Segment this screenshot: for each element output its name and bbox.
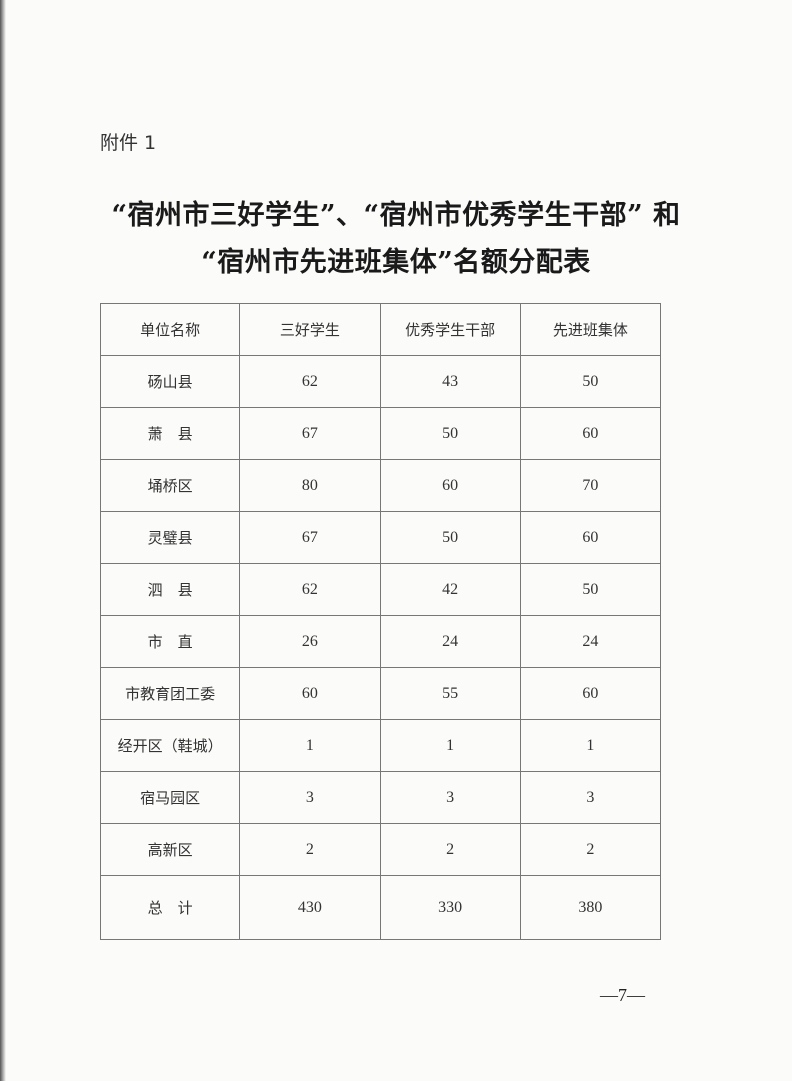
table-row: 市 直 26 24 24	[99, 615, 662, 668]
table-row: 灵璧县 67 50 60	[99, 511, 662, 564]
table-row: 市教育团工委 60 55 60	[99, 667, 662, 720]
quota-cell: 43	[379, 355, 521, 408]
table-total-row: 总 计 430 330 380	[99, 875, 662, 940]
unit-name-cell: 市 直	[99, 615, 241, 668]
quota-cell: 1	[519, 719, 662, 772]
unit-name-cell: 总 计	[99, 875, 241, 940]
header-cell: 先进班集体	[519, 303, 662, 356]
unit-name-cell: 市教育团工委	[99, 667, 241, 720]
page-number: —7—	[600, 985, 645, 1005]
table-row: 萧 县 67 50 60	[99, 407, 662, 460]
quota-cell: 60	[519, 667, 662, 720]
quota-cell: 50	[519, 355, 662, 408]
table-row: 埇桥区 80 60 70	[99, 459, 662, 512]
unit-name-cell: 经开区（鞋城）	[99, 719, 241, 772]
attachment-label: 附件 1	[100, 132, 157, 154]
quota-cell: 60	[519, 511, 662, 564]
quota-cell: 1	[239, 719, 381, 772]
quota-cell: 24	[519, 615, 662, 668]
table-header-row: 单位名称 三好学生 优秀学生干部 先进班集体	[99, 303, 662, 356]
quota-cell: 50	[379, 511, 521, 564]
unit-name-cell: 砀山县	[99, 355, 241, 408]
quota-cell: 3	[379, 771, 521, 824]
header-cell: 三好学生	[239, 303, 381, 356]
scan-edge	[0, 0, 6, 1081]
header-cell: 单位名称	[99, 303, 241, 356]
quota-cell: 3	[519, 771, 662, 824]
unit-name-cell: 高新区	[99, 823, 241, 876]
document-title-line-2: “宿州市先进班集体”名额分配表	[201, 247, 591, 278]
quota-cell: 70	[519, 459, 662, 512]
quota-cell: 2	[239, 823, 381, 876]
quota-cell: 330	[379, 875, 521, 940]
quota-cell: 67	[239, 511, 381, 564]
quota-cell: 80	[239, 459, 381, 512]
quota-cell: 1	[379, 719, 521, 772]
document-title-line-1: “宿州市三好学生”、“宿州市优秀学生干部” 和	[111, 200, 681, 231]
table-row: 宿马园区 3 3 3	[99, 771, 662, 824]
quota-cell: 430	[239, 875, 381, 940]
table-row: 经开区（鞋城） 1 1 1	[99, 719, 662, 772]
quota-table: 单位名称 三好学生 优秀学生干部 先进班集体 砀山县 62 43 50 萧 县 67 50 6…	[99, 303, 662, 940]
unit-name-cell: 萧 县	[99, 407, 241, 460]
quota-cell: 2	[519, 823, 662, 876]
unit-name-cell: 泗 县	[99, 563, 241, 616]
table-row: 泗 县 62 42 50	[99, 563, 662, 616]
quota-cell: 24	[379, 615, 521, 668]
unit-name-cell: 埇桥区	[99, 459, 241, 512]
unit-name-cell: 灵璧县	[99, 511, 241, 564]
quota-cell: 3	[239, 771, 381, 824]
quota-cell: 60	[239, 667, 381, 720]
quota-cell: 42	[379, 563, 521, 616]
table-row: 高新区 2 2 2	[99, 823, 662, 876]
unit-name-cell: 宿马园区	[99, 771, 241, 824]
table-row: 砀山县 62 43 50	[99, 355, 662, 408]
quota-cell: 50	[519, 563, 662, 616]
header-cell: 优秀学生干部	[379, 303, 521, 356]
quota-cell: 62	[239, 355, 381, 408]
quota-cell: 62	[239, 563, 381, 616]
quota-cell: 380	[519, 875, 662, 940]
quota-cell: 26	[239, 615, 381, 668]
quota-cell: 55	[379, 667, 521, 720]
quota-cell: 60	[379, 459, 521, 512]
quota-cell: 2	[379, 823, 521, 876]
quota-cell: 60	[519, 407, 662, 460]
quota-cell: 67	[239, 407, 381, 460]
quota-cell: 50	[379, 407, 521, 460]
